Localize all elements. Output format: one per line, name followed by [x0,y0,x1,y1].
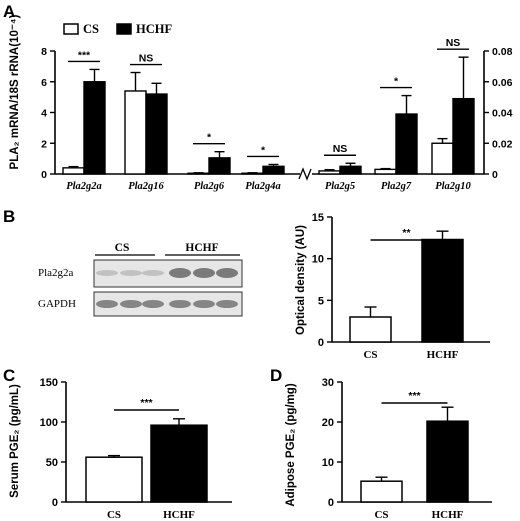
legend-label-hchf: HCHF [136,22,172,36]
significance-label: NS [446,37,461,49]
panel-a-right-tick-label: 0.02 [492,138,513,150]
panel-a-chart: PLA₂ mRNA/18S rRNA(10⁻⁴) CS HCHF 0 2 4 6 8 0 0… [9,14,513,192]
western-blot: CS HCHF Pla2g2a GAPDH [38,242,243,317]
panel-label-d: D [270,366,282,385]
significance-label: *** [408,390,421,402]
panel-a-left-tick-label: 8 [41,46,47,58]
y-tick-label: 20 [322,417,334,429]
blot-band-gapdh [142,300,164,308]
category-label: Pla2g16 [128,181,164,192]
bar-cs [374,168,397,175]
category-label-cs: CS [107,509,121,521]
panel-c-chart: Serum PGE₂ (pg/mL) 0 50 100 150 CS HCHF *** [9,377,232,521]
bar-hchf [421,238,464,343]
y-tick-label: 100 [40,417,58,429]
bar-hchf [208,157,231,175]
significance-label: * [207,132,212,144]
significance-label: * [261,144,266,156]
blot-row-label-pla2g2a: Pla2g2a [38,267,74,279]
blot-band-pla2g2a [142,270,164,276]
category-label: Pla2g4a [245,181,281,192]
bar-hchf [395,113,418,175]
category-label: Pla2g7 [381,181,412,192]
bar-hchf [262,165,285,175]
bar-hchf [426,420,469,503]
bar-cs [318,170,341,175]
blot-band-pla2g2a [216,268,238,278]
significance-label: * [394,76,399,88]
blot-header-hchf: HCHF [185,242,218,254]
y-tick-label: 0 [52,497,58,509]
panel-label-c: C [3,366,15,385]
panel-a-left-tick-label: 6 [41,77,47,89]
blot-band-pla2g2a [193,268,215,278]
y-tick-label: 15 [312,212,324,224]
category-label-cs: CS [374,509,388,521]
y-tick-label: 0 [328,497,334,509]
panel-d-ylabel: Adipose PGE₂ (pg/mg) [285,383,297,506]
y-tick-label: 10 [322,457,334,469]
blot-band-pla2g2a [96,270,118,276]
category-label-hchf: HCHF [427,349,459,361]
blot-row-label-gapdh: GAPDH [38,298,76,310]
blot-band-gapdh [169,300,191,308]
category-label-cs: CS [363,349,377,361]
y-tick-label: 150 [40,377,58,389]
bar-cs [124,90,147,175]
category-label-hchf: HCHF [163,509,195,521]
category-label: Pla2g6 [194,181,225,192]
category-label-hchf: HCHF [432,509,464,521]
panel-b-chart: Optical density (AU) 0 5 10 15 CS HCHF ** [295,212,490,361]
panel-a-right-tick-label: 0.06 [492,77,513,89]
bar-hchf [150,424,208,503]
blot-header-cs: CS [115,242,130,254]
bar-hchf [145,93,168,175]
bar-cs [85,456,143,503]
panel-a-axis-break [298,167,312,181]
category-label: Pla2g5 [325,181,355,192]
significance-label: *** [140,397,153,409]
panel-a-ylabel: PLA₂ mRNA/18S rRNA(10⁻⁴) [9,14,21,169]
bar-cs [349,316,392,343]
bar-cs [431,142,454,175]
significance-label: ** [402,227,411,239]
bar-hchf [83,81,106,175]
panel-d-chart: Adipose PGE₂ (pg/mg) 0 10 20 30 CS HCHF *** [285,377,492,521]
significance-label: NS [139,53,154,65]
y-tick-label: 5 [318,295,324,307]
significance-label: NS [333,143,348,155]
panel-a-left-tick-label: 2 [41,138,47,150]
legend-swatch-hchf [116,23,132,35]
blot-band-gapdh [193,300,215,308]
blot-band-gapdh [120,300,142,308]
bar-cs [62,167,85,175]
y-tick-label: 10 [312,254,324,266]
panel-a-right-tick-label: 0 [492,169,498,181]
panel-b-ylabel: Optical density (AU) [295,225,307,335]
panel-a-left-tick-label: 4 [41,108,47,120]
legend-label-cs: CS [83,22,99,36]
bar-hchf [452,97,475,175]
category-label: Pla2g10 [435,181,471,192]
bar-hchf [339,165,362,175]
blot-band-gapdh [96,300,118,308]
y-tick-label: 0 [318,337,324,349]
y-tick-label: 50 [46,457,58,469]
blot-band-pla2g2a [120,270,142,276]
y-tick-label: 30 [322,377,334,389]
panel-label-a: A [3,2,15,21]
panel-label-b: B [3,207,15,226]
significance-label: *** [78,49,91,61]
category-label: Pla2g2a [66,181,102,192]
panel-a-left-tick-label: 0 [41,169,47,181]
blot-band-pla2g2a [169,268,191,278]
legend-swatch-cs [63,23,79,35]
panel-a-right-tick-label: 0.08 [492,46,513,58]
bar-cs [360,480,403,503]
panel-c-ylabel: Serum PGE₂ (pg/mL) [9,384,21,498]
panel-a-right-tick-label: 0.04 [492,108,513,120]
blot-band-gapdh [216,300,238,308]
